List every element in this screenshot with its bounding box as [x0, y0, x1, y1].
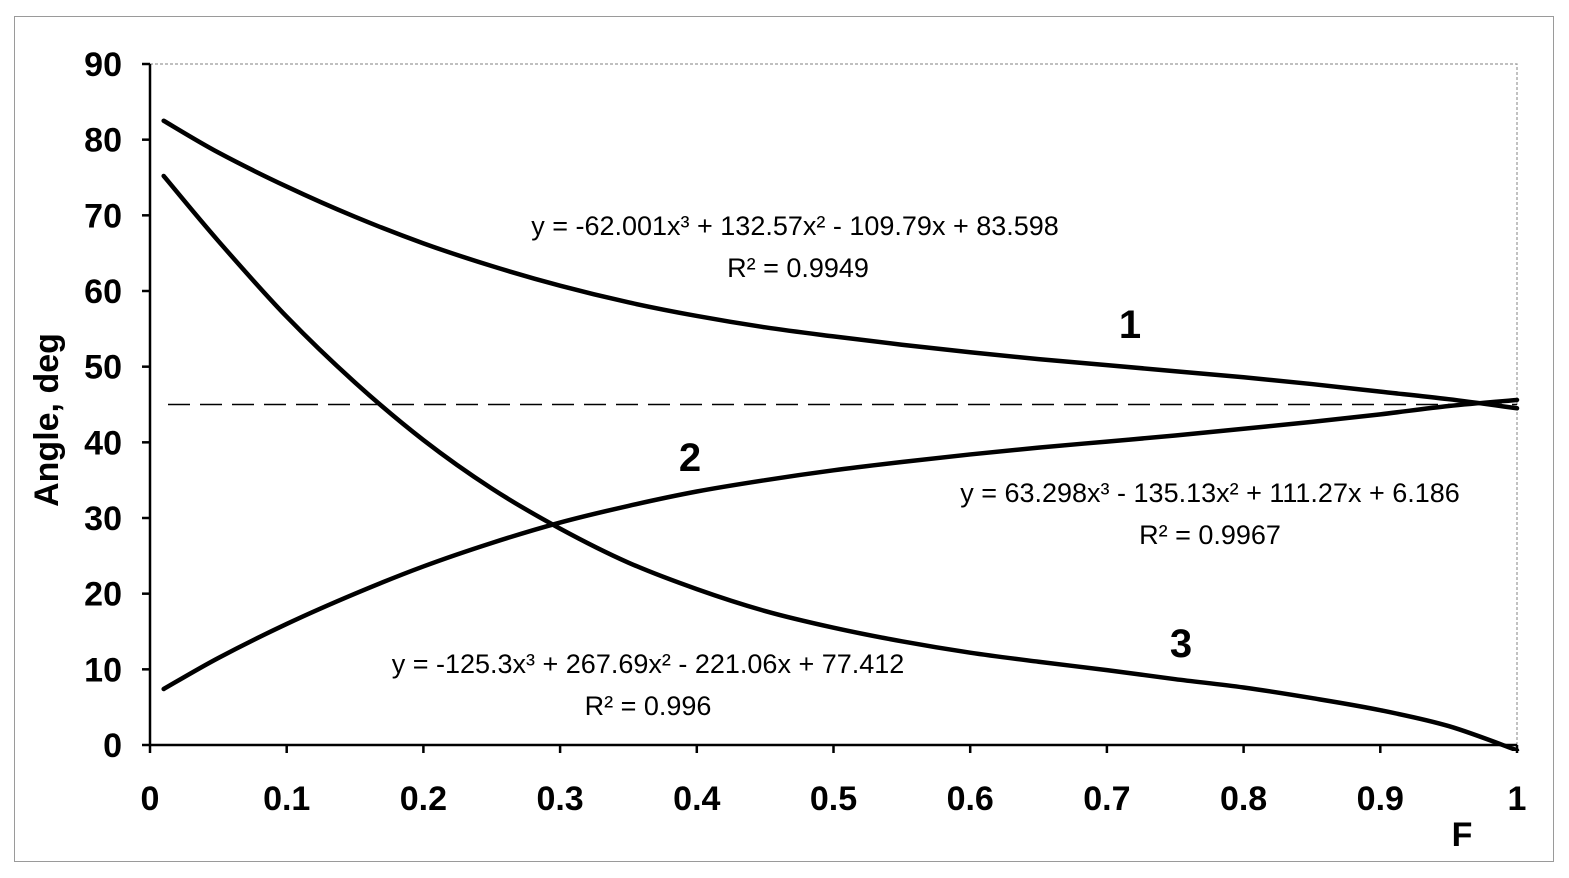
x-tick-label: 0.8 [1220, 780, 1267, 818]
r2-series-1: R² = 0.9949 [727, 253, 869, 283]
plot-border [149, 63, 1518, 746]
chart-frame [14, 16, 1554, 862]
y-tick-label: 80 [84, 122, 122, 160]
equation-series-2: y = 63.298x³ - 135.13x² + 111.27x + 6.18… [960, 478, 1460, 508]
y-tick-label: 60 [84, 273, 122, 311]
x-tick-label: 0.3 [536, 780, 583, 818]
x-tick-label: 0.2 [400, 780, 447, 818]
x-tick-label: 0.7 [1083, 780, 1130, 818]
x-axis-title: F [1452, 816, 1473, 854]
y-tick-label: 40 [84, 424, 122, 462]
x-tick-label: 0 [141, 780, 160, 818]
y-tick-label: 0 [103, 727, 122, 765]
x-tick-label: 0.9 [1357, 780, 1404, 818]
x-tick-label: 0.5 [810, 780, 857, 818]
r2-series-3: R² = 0.996 [585, 691, 712, 721]
x-tick-label: 0.6 [947, 780, 994, 818]
y-tick-label: 70 [84, 197, 122, 235]
y-tick-label: 20 [84, 576, 122, 614]
curve-label-2: 2 [679, 436, 701, 480]
labels: Angle, deg F y = -62.001x³ + 132.57x² - … [28, 211, 1472, 854]
y-tick-label: 90 [84, 46, 122, 84]
curves [161, 118, 1520, 751]
y-tick-label: 30 [84, 500, 122, 538]
plot-area [149, 63, 1518, 746]
x-tick-label: 1 [1508, 780, 1527, 818]
y-tick-label: 10 [84, 651, 122, 689]
curve-label-1: 1 [1119, 303, 1141, 347]
equation-series-3: y = -125.3x³ + 267.69x² - 221.06x + 77.4… [392, 649, 905, 679]
r2-series-2: R² = 0.9967 [1139, 520, 1281, 550]
series-line-1 [161, 118, 1520, 411]
equation-series-1: y = -62.001x³ + 132.57x² - 109.79x + 83.… [531, 211, 1059, 241]
series-group [161, 118, 1520, 751]
series-line-3 [161, 173, 1520, 751]
series-line-2 [161, 397, 1520, 692]
x-tick-label: 0.1 [263, 780, 310, 818]
y-axis-title: Angle, deg [28, 333, 66, 507]
x-tick-label: 0.4 [673, 780, 720, 818]
curve-label-3: 3 [1170, 622, 1192, 666]
y-tick-label: 50 [84, 349, 122, 387]
axes: 0 10 20 30 40 50 60 70 80 90 0 0.1 0.2 0.3 0.4 0.5 0.6 0.… [84, 46, 1526, 818]
